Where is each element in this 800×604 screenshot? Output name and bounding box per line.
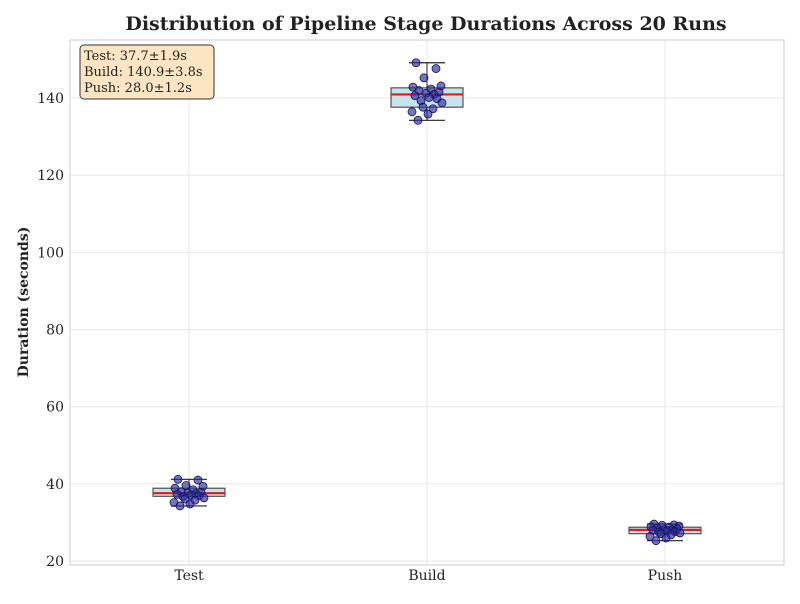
point-layer <box>169 58 685 546</box>
x-tick-label-push: Push <box>648 568 683 584</box>
x-tick-label-test: Test <box>174 568 204 584</box>
data-point-push <box>661 533 671 543</box>
points-push <box>645 519 685 546</box>
data-point-build <box>431 64 441 73</box>
grid-layer <box>70 40 784 565</box>
data-point-build <box>419 73 429 83</box>
stats-line-push: Push: 28.0±1.2s <box>84 81 192 96</box>
data-point-build <box>411 58 421 68</box>
plot-frame <box>69 39 785 566</box>
data-point-build <box>428 104 438 114</box>
y-tick-label: 140 <box>37 91 64 107</box>
chart-title: Distribution of Pipeline Stage Durations… <box>125 13 726 35</box>
data-point-test <box>173 474 183 484</box>
data-point-build <box>424 93 434 102</box>
stats-line-test: Test: 37.7±1.9s <box>84 49 187 64</box>
tick-layer: 20 40 60 80 100 120 140 Test Build Push <box>37 91 682 584</box>
stats-box-background <box>79 44 215 100</box>
data-point-build <box>407 107 417 117</box>
y-tick-label: 80 <box>46 323 64 339</box>
y-tick-label: 100 <box>37 245 64 261</box>
stats-line-build: Build: 140.9±3.8s <box>84 65 203 80</box>
x-tick-label-build: Build <box>408 568 445 584</box>
y-tick-label: 40 <box>46 477 64 493</box>
points-build <box>407 58 447 125</box>
data-point-push <box>645 532 655 541</box>
points-test <box>169 474 209 511</box>
y-tick-label: 60 <box>46 400 64 416</box>
y-tick-label: 120 <box>37 168 64 184</box>
y-tick-label: 20 <box>46 554 64 570</box>
data-point-build <box>410 91 420 100</box>
data-point-build <box>437 98 447 108</box>
data-point-test <box>199 493 209 503</box>
data-point-build <box>423 109 433 119</box>
data-point-push <box>651 536 661 546</box>
data-point-push <box>675 528 685 538</box>
data-point-test <box>193 475 203 485</box>
data-point-test <box>175 501 185 511</box>
data-point-build <box>413 115 423 125</box>
data-point-build <box>418 102 428 112</box>
y-axis-label: Duration (seconds) <box>16 227 32 378</box>
data-point-test <box>185 499 195 509</box>
